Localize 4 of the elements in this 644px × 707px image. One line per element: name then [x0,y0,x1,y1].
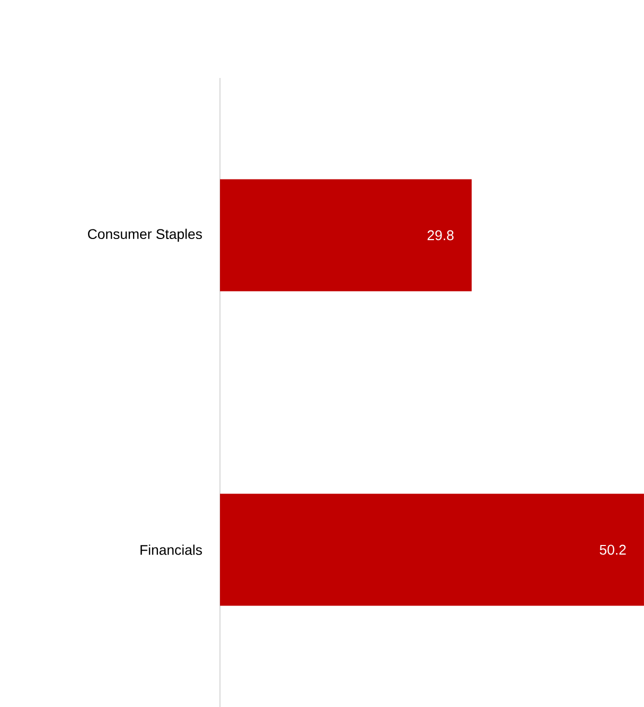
y-tick-label: Financials [140,544,202,555]
data-label: 29.8 [428,230,454,240]
y-tick-label: Consumer Staples [88,228,202,242]
data-label: 50.2 [600,544,626,555]
